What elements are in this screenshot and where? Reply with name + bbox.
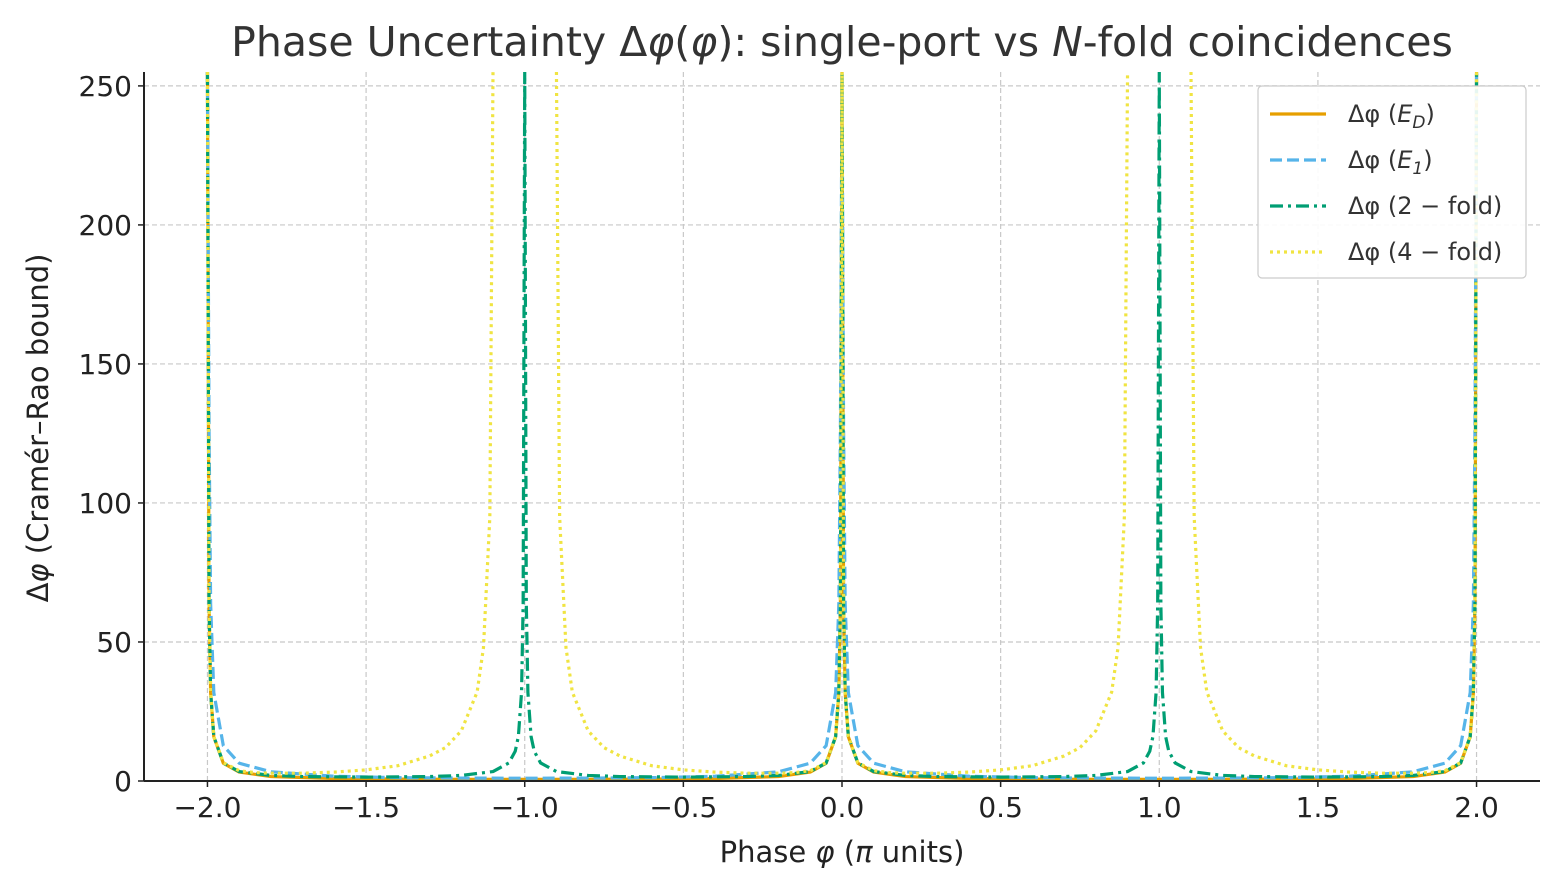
legend-box bbox=[1257, 85, 1527, 279]
series-line-fourfold bbox=[205, 72, 1479, 775]
legend-label-E1: Δφ (E1) bbox=[1348, 146, 1433, 179]
x-tick-label: −1.5 bbox=[332, 791, 400, 824]
x-tick-label: −2.0 bbox=[173, 791, 241, 824]
x-tick-label: 1.5 bbox=[1296, 791, 1341, 824]
legend-label-ED: Δφ (ED) bbox=[1348, 100, 1435, 133]
series-line-E1 bbox=[205, 72, 1479, 780]
y-axis-label: Δφ (Cramér–Rao bound) bbox=[21, 254, 55, 603]
y-tick-label: 100 bbox=[79, 487, 132, 520]
x-tick-label: 0.0 bbox=[820, 791, 865, 824]
y-tick-label: 150 bbox=[79, 348, 132, 381]
legend-label-twofold: Δφ (2 − fold) bbox=[1348, 192, 1502, 220]
x-tick-label: 1.0 bbox=[1137, 791, 1182, 824]
x-tick-label: −0.5 bbox=[649, 791, 717, 824]
y-tick-label: 250 bbox=[79, 70, 132, 103]
y-tick-label: 0 bbox=[114, 765, 132, 798]
x-tick-label: 2.0 bbox=[1454, 791, 1499, 824]
y-tick-label: 50 bbox=[96, 626, 132, 659]
chart-title: Phase Uncertainty Δφ(φ): single-port vs … bbox=[231, 18, 1453, 66]
series-layer bbox=[205, 72, 1479, 781]
legend-label-fourfold: Δφ (4 − fold) bbox=[1348, 238, 1502, 266]
series-line-twofold bbox=[205, 72, 1479, 779]
ticks: −2.0 −1.5 −1.0 −0.5 0.0 0.5 1.0 1.5 2.0 0 50 100 150… bbox=[79, 70, 1499, 824]
y-tick-label: 200 bbox=[79, 209, 132, 242]
x-tick-label: 0.5 bbox=[978, 791, 1023, 824]
legend: Δφ (ED) Δφ (E1) Δφ (2 − fold) Δφ (4 − fold) bbox=[1257, 85, 1527, 279]
x-axis-label: Phase φ (π units) bbox=[720, 835, 965, 869]
x-tick-label: −1.0 bbox=[491, 791, 559, 824]
